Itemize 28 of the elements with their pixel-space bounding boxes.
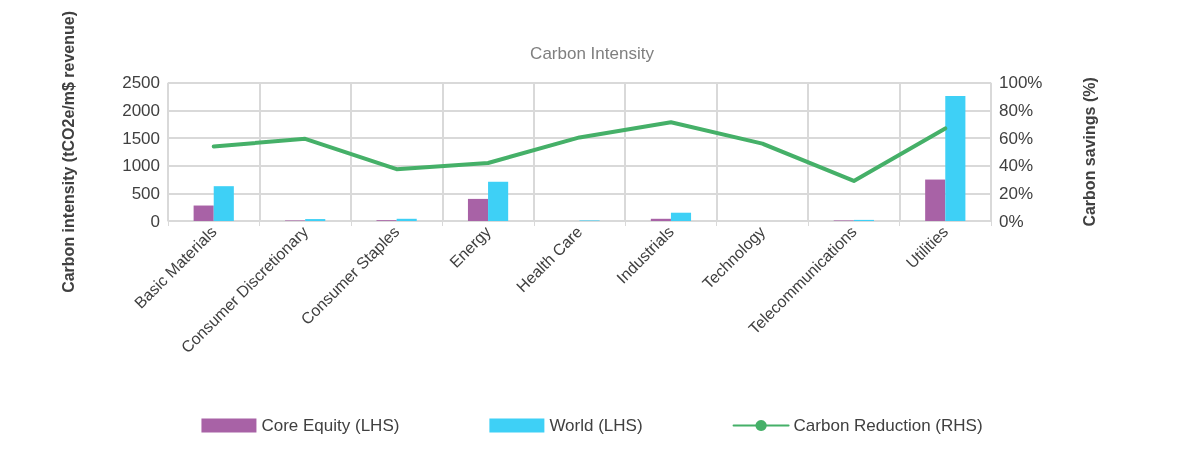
y2-tick-label: 0% bbox=[999, 211, 1024, 231]
bar bbox=[213, 186, 234, 221]
legend-label: World (LHS) bbox=[549, 416, 643, 435]
y2-tick-label: 60% bbox=[999, 128, 1034, 148]
y2-tick-label: 100% bbox=[999, 73, 1043, 93]
chart-title: Carbon Intensity bbox=[530, 44, 655, 63]
y-tick-label: 0 bbox=[150, 211, 160, 231]
y2-tick-label: 40% bbox=[999, 156, 1034, 176]
y-tick-label: 1500 bbox=[122, 128, 160, 148]
line-series bbox=[211, 120, 948, 183]
bar bbox=[925, 179, 946, 221]
y-tick-label: 1000 bbox=[122, 156, 160, 176]
y-tick-label: 2000 bbox=[122, 100, 160, 120]
bar bbox=[467, 198, 489, 221]
bar bbox=[945, 96, 966, 221]
y-axis-title: Carbon intensity (tCO2e/m$ revenue) bbox=[59, 11, 77, 293]
y-tick-label: 500 bbox=[131, 183, 160, 203]
bar bbox=[650, 218, 671, 221]
y2-axis-title: Carbon savings (%) bbox=[1080, 77, 1098, 227]
y-tick-label: 2500 bbox=[122, 73, 160, 93]
bar bbox=[488, 181, 509, 221]
y2-tick-label: 80% bbox=[999, 100, 1034, 120]
y2-tick-label: 20% bbox=[999, 183, 1034, 203]
bar bbox=[396, 218, 417, 221]
legend-label: Carbon Reduction (RHS) bbox=[793, 416, 983, 435]
bar bbox=[193, 205, 214, 221]
legend-label: Core Equity (LHS) bbox=[261, 416, 400, 435]
bar bbox=[670, 212, 692, 221]
